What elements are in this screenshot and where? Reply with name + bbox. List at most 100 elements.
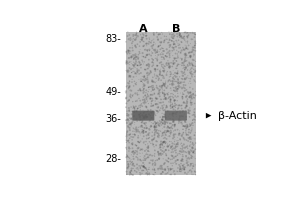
Point [179, 58, 184, 61]
Point [143, 130, 148, 134]
Point [178, 34, 183, 38]
Point [170, 112, 175, 115]
Point [153, 114, 158, 117]
Point [124, 170, 129, 173]
Point [160, 58, 164, 61]
Point [146, 102, 151, 105]
Point [163, 81, 168, 84]
Point [158, 167, 163, 170]
Point [140, 98, 145, 101]
Point [133, 62, 137, 65]
Point [141, 40, 146, 43]
Point [161, 168, 166, 171]
Point [178, 82, 183, 85]
Point [188, 148, 193, 152]
Point [188, 165, 192, 168]
Point [182, 66, 187, 69]
Point [177, 33, 182, 36]
Point [136, 140, 140, 143]
Point [161, 41, 166, 44]
Point [140, 105, 145, 108]
Point [184, 54, 189, 57]
Point [190, 58, 195, 61]
Point [153, 54, 158, 57]
Point [179, 149, 184, 152]
Point [130, 63, 135, 66]
Point [124, 61, 128, 64]
Point [167, 44, 172, 47]
Point [130, 78, 134, 81]
Point [133, 44, 137, 47]
Point [177, 75, 182, 78]
Point [180, 74, 185, 77]
Point [165, 38, 170, 41]
Point [176, 143, 180, 146]
Point [150, 57, 154, 60]
Point [178, 51, 183, 54]
Point [131, 127, 136, 130]
Point [169, 73, 173, 76]
Point [144, 64, 149, 67]
Point [156, 106, 161, 110]
Point [190, 63, 195, 66]
Point [158, 164, 163, 167]
Point [146, 64, 151, 67]
Point [134, 34, 139, 37]
Point [186, 77, 191, 80]
Point [176, 80, 181, 84]
Point [153, 42, 158, 46]
Point [167, 140, 172, 143]
Point [184, 94, 189, 98]
Point [137, 52, 142, 55]
Point [130, 133, 135, 136]
Point [154, 86, 159, 89]
Point [181, 128, 186, 131]
Point [163, 54, 168, 58]
Point [153, 162, 158, 166]
Point [140, 32, 145, 36]
Point [134, 170, 139, 174]
Point [160, 87, 165, 90]
Point [187, 137, 192, 141]
Point [168, 168, 173, 172]
Point [133, 134, 137, 137]
Point [152, 161, 157, 164]
Point [190, 118, 195, 121]
Point [162, 123, 167, 126]
Point [172, 46, 176, 49]
Point [170, 77, 175, 80]
Point [180, 71, 184, 74]
Point [185, 31, 190, 34]
Point [156, 67, 161, 71]
Point [125, 84, 130, 87]
Point [182, 73, 187, 76]
Point [152, 33, 156, 37]
Point [192, 44, 197, 47]
Point [130, 46, 135, 49]
Point [132, 132, 137, 136]
Point [144, 172, 148, 175]
Point [145, 34, 149, 37]
Point [160, 49, 165, 53]
Point [158, 152, 163, 155]
Point [182, 87, 187, 90]
Point [125, 163, 130, 166]
Point [128, 173, 132, 176]
Point [166, 144, 171, 147]
Point [130, 143, 135, 146]
Point [133, 149, 138, 152]
Point [159, 142, 164, 145]
Point [190, 73, 195, 76]
Point [167, 46, 172, 49]
Point [147, 72, 152, 75]
Point [173, 30, 178, 33]
Point [161, 141, 166, 144]
Point [171, 89, 176, 92]
Point [131, 115, 136, 118]
Point [142, 126, 146, 129]
Point [126, 139, 131, 143]
Point [146, 133, 151, 136]
Point [166, 160, 170, 163]
Point [152, 168, 157, 171]
Point [180, 167, 185, 170]
